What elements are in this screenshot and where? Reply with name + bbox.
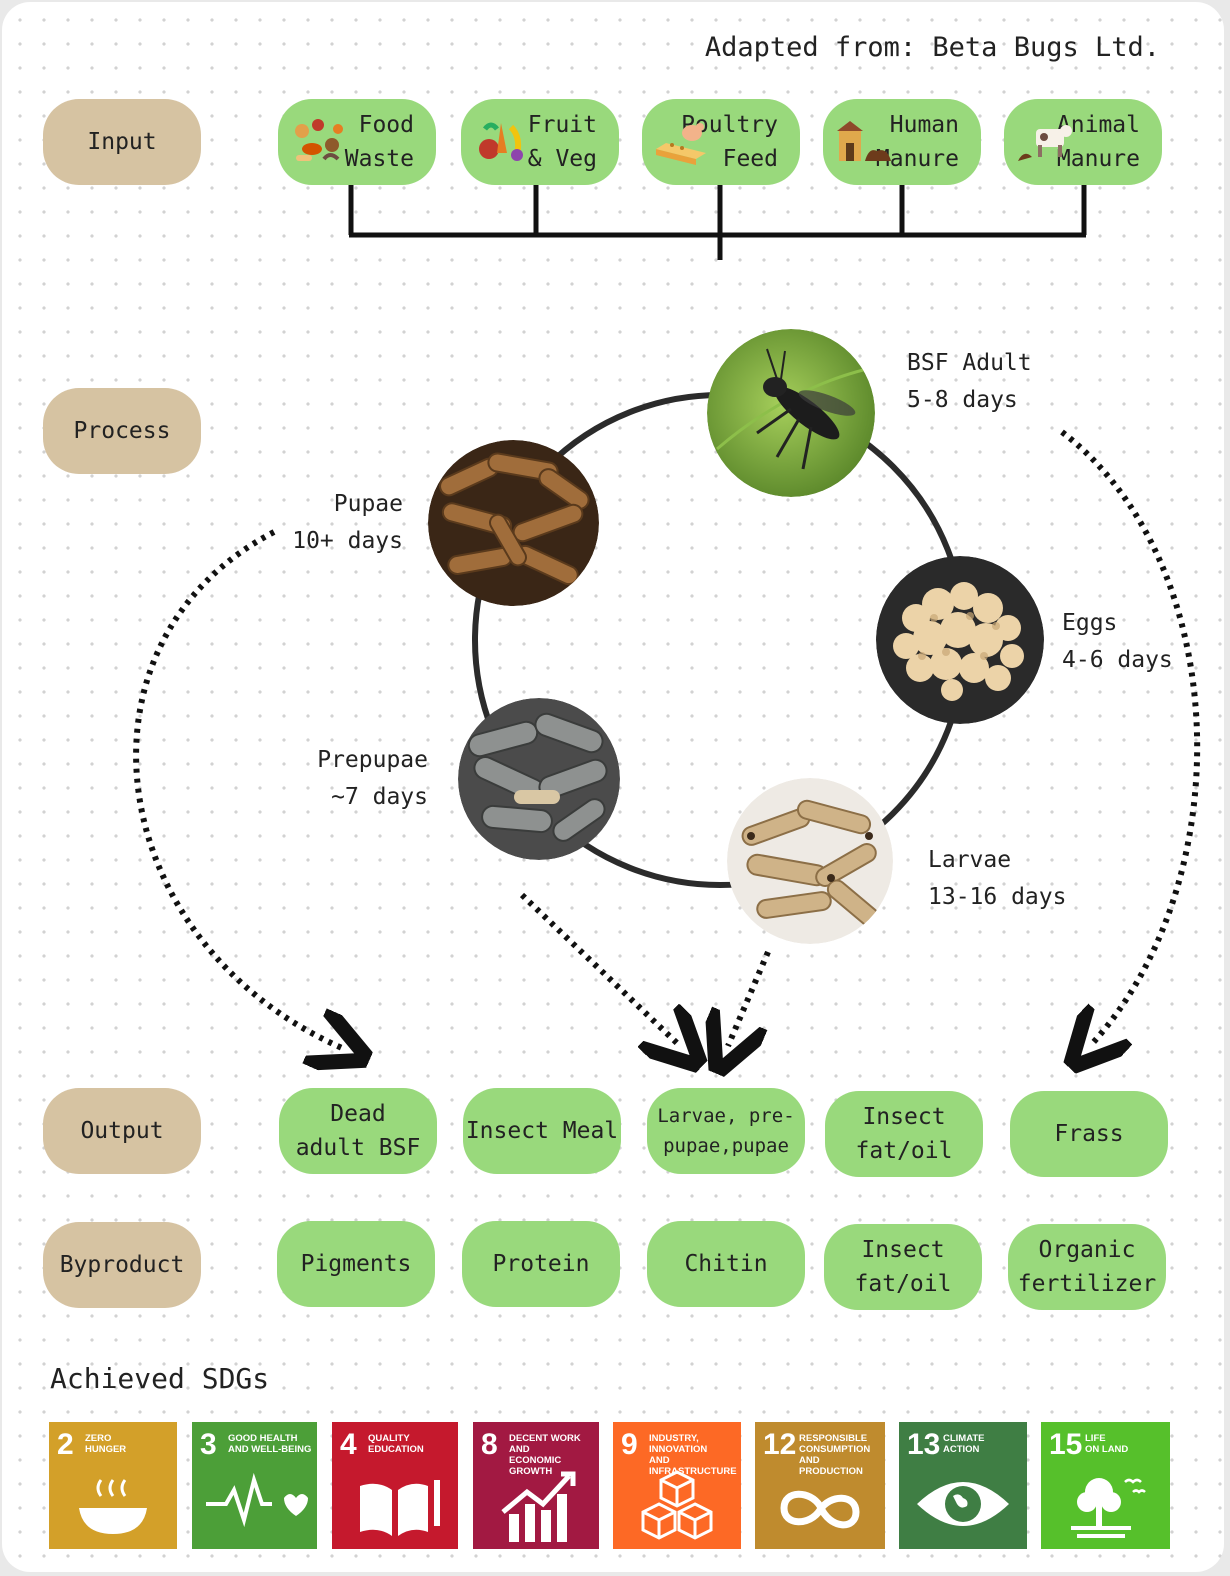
- sdg-13-tile: 13 Climate action: [899, 1422, 1027, 1549]
- eggs-photo: [876, 556, 1044, 724]
- output-insect-fat-oil: Insect fat/oil: [825, 1091, 983, 1177]
- stage-input-pill: Input: [43, 99, 201, 185]
- output-insect-meal: Insect Meal: [463, 1088, 621, 1174]
- stage-byproduct-pill: Byproduct: [43, 1222, 201, 1308]
- food-waste-icon: [295, 119, 343, 161]
- input-animal-manure: Animal Manure: [1004, 99, 1162, 185]
- sdg-heading: Achieved SDGs: [50, 1362, 270, 1395]
- sdg-12-tile: 12 Responsible consumption and productio…: [755, 1422, 885, 1549]
- arrow-prepupae-to-larvae-output: [519, 892, 680, 1046]
- stage-process-pill: Process: [43, 388, 201, 474]
- growth-chart-icon: [501, 1471, 576, 1542]
- arrow-pupae-to-dead-adult: [133, 529, 342, 1048]
- sdg-8-tile: 8 Decent work and economic growth: [473, 1422, 599, 1549]
- cubes-icon: [641, 1470, 713, 1540]
- larvae-photo: [727, 778, 893, 944]
- fruit-veg-icon: [479, 122, 523, 161]
- byproduct-organic-fertilizer: Organic fertilizer: [1008, 1224, 1166, 1310]
- human-manure-icon: [837, 121, 891, 161]
- source-credit: Adapted from: Beta Bugs Ltd.: [704, 32, 1160, 63]
- sdg-4-tile: 4 Quality education: [332, 1422, 458, 1549]
- input-human-manure: Human Manure: [823, 99, 981, 185]
- flow-connectors: [133, 185, 1201, 1102]
- byproduct-insect-fat-oil: Insect fat/oil: [824, 1224, 982, 1310]
- lifecycle-prepupae-label: Prepupae ~7 days: [317, 747, 428, 810]
- sdg-3-tile: 3 Good health and well-being: [192, 1422, 317, 1549]
- input-poultry-feed: Poultry Feed: [642, 99, 800, 185]
- output-dead-adult-bsf: Dead adult BSF: [279, 1088, 437, 1174]
- lifecycle-pupae-label: Pupae 10+ days: [292, 491, 403, 554]
- prepupae-photo: [458, 698, 620, 860]
- animal-manure-icon: [1018, 125, 1072, 161]
- arrow-larvae-to-larvae-output: [728, 950, 771, 1046]
- input-food-waste: Food Waste: [278, 99, 436, 185]
- output-larvae-prepupae-pupae: Larvae, pre- pupae,pupae: [647, 1088, 805, 1174]
- input-merge-bracket: [348, 185, 1087, 260]
- tree-icon: [1071, 1478, 1146, 1538]
- byproduct-pigments: Pigments: [277, 1221, 435, 1307]
- arrow-adult-to-frass: [1062, 429, 1201, 1046]
- byproduct-protein: Protein: [462, 1221, 620, 1307]
- sdg-2-tile: 2 Zero hunger: [49, 1422, 177, 1549]
- lifecycle-larvae-label: Larvae 13-16 days: [928, 847, 1067, 910]
- bowl-icon: [79, 1479, 147, 1534]
- lifecycle-eggs-label: Eggs 4-6 days: [1062, 610, 1173, 673]
- eye-globe-icon: [917, 1482, 1009, 1526]
- bsf-adult-photo: [707, 329, 875, 497]
- input-fruit-veg: Fruit & Veg: [461, 99, 619, 185]
- sdg-15-tile: 15 Life on land: [1041, 1422, 1170, 1549]
- lifecycle-adult-label: BSF Adult 5-8 days: [907, 350, 1032, 413]
- pupae-photo: [428, 440, 599, 606]
- heartbeat-icon: [206, 1472, 308, 1528]
- book-icon: [360, 1480, 440, 1536]
- infinity-icon: [780, 1490, 860, 1529]
- sdg-9-tile: 9 Industry, innovation and infrastructur…: [613, 1422, 741, 1549]
- stage-output-pill: Output: [43, 1088, 201, 1174]
- poultry-feed-icon: [656, 123, 706, 165]
- byproduct-chitin: Chitin: [647, 1221, 805, 1307]
- output-frass: Frass: [1010, 1091, 1168, 1177]
